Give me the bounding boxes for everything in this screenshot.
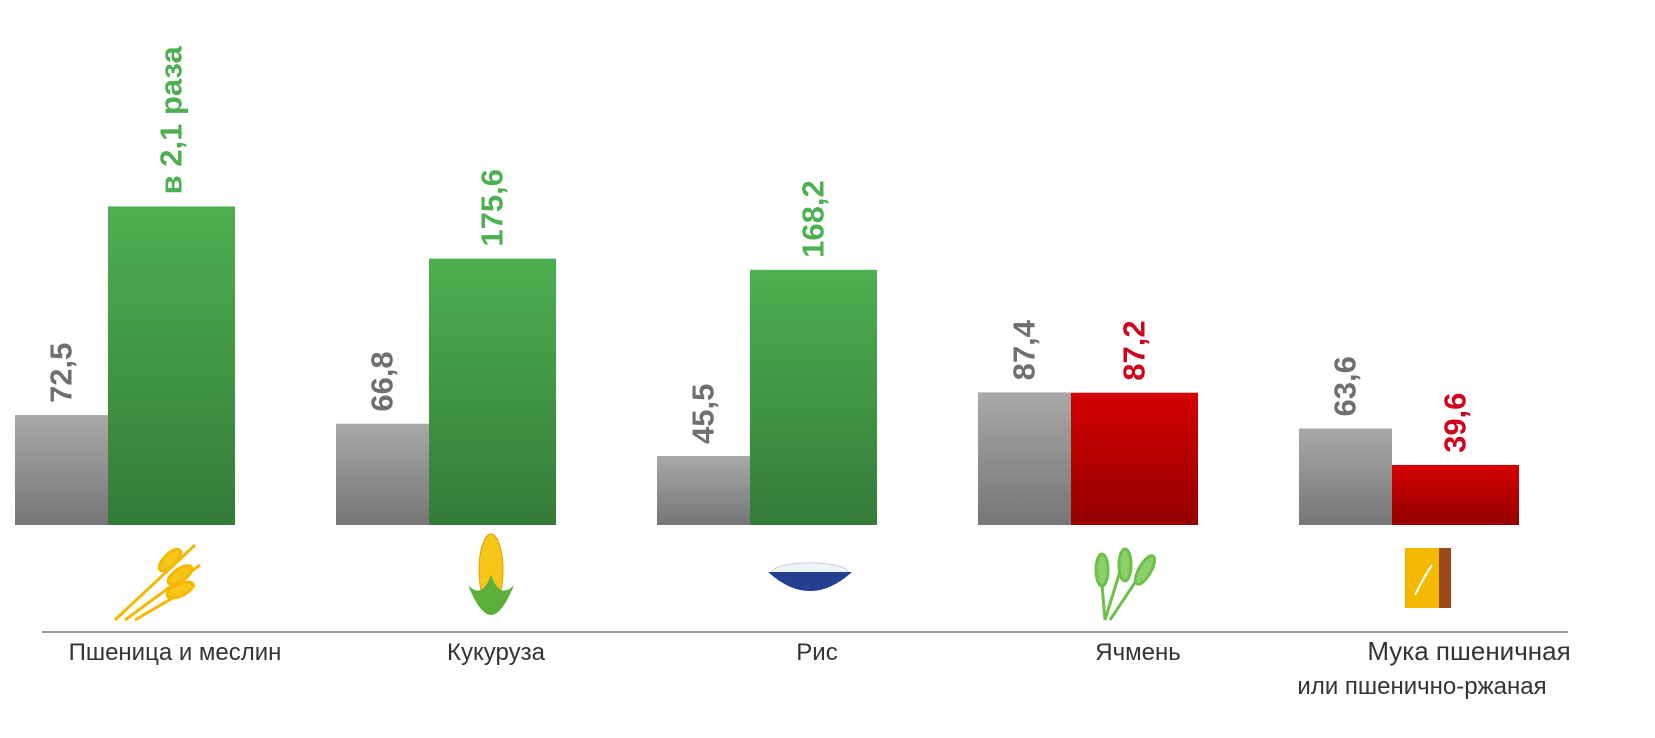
value-label: 168,2 bbox=[796, 180, 831, 258]
rice-icon bbox=[768, 562, 852, 591]
bar-shade bbox=[429, 258, 556, 525]
bar-shade bbox=[1071, 392, 1198, 525]
wheat-icon bbox=[113, 543, 201, 622]
value-label: 87,4 bbox=[1007, 319, 1042, 380]
value-label: 72,5 bbox=[44, 343, 79, 403]
bar-shade bbox=[15, 415, 108, 525]
bar-shade bbox=[1392, 464, 1519, 525]
corn-icon bbox=[468, 533, 514, 615]
bar-shade bbox=[750, 269, 877, 525]
category-label: Мука пшеничная bbox=[1367, 636, 1570, 666]
value-label: 39,6 bbox=[1438, 393, 1473, 453]
value-label: 63,6 bbox=[1328, 356, 1363, 416]
value-label: 87,2 bbox=[1117, 320, 1152, 380]
bar-shade bbox=[108, 206, 235, 525]
bar-shade bbox=[1299, 428, 1392, 525]
category-label: Рис bbox=[796, 639, 837, 666]
bar-shade bbox=[657, 455, 750, 525]
bar-shade bbox=[978, 392, 1071, 525]
flour-icon bbox=[1405, 548, 1451, 608]
value-label: 66,8 bbox=[365, 351, 400, 411]
category-label: Пшеница и меслин bbox=[69, 639, 282, 666]
value-label: 45,5 bbox=[686, 384, 721, 444]
category-sublabel: или пшенично-ржаная bbox=[1297, 673, 1546, 700]
bar-shade bbox=[336, 423, 429, 525]
barley-icon bbox=[1094, 547, 1157, 621]
value-label: в 2,1 раза bbox=[154, 45, 189, 194]
category-label: Кукуруза bbox=[447, 639, 546, 666]
value-label: 175,6 bbox=[475, 169, 510, 247]
category-label: Ячмень bbox=[1095, 639, 1180, 666]
